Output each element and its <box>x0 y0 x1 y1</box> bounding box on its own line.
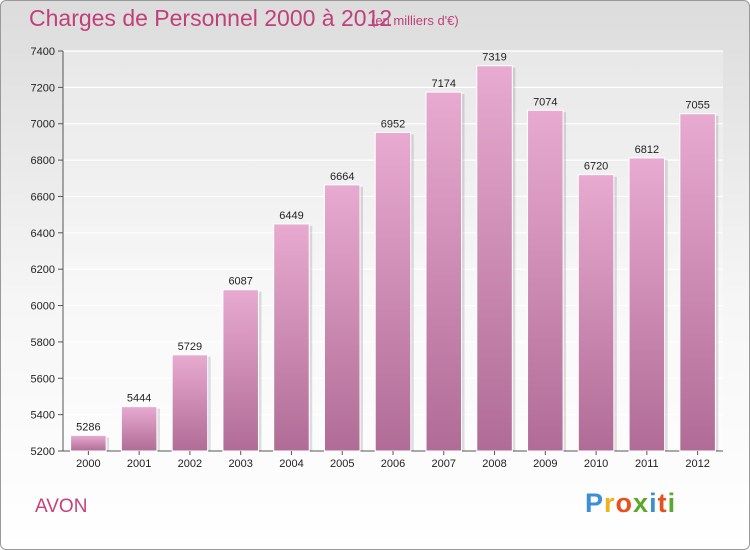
x-tick-label: 2010 <box>584 458 608 470</box>
logo-letter: P <box>585 488 605 518</box>
bar-value-label: 5444 <box>127 393 151 405</box>
logo-letter: x <box>633 488 650 518</box>
x-tick-label: 2004 <box>279 458 303 470</box>
x-tick-label: 2006 <box>381 458 405 470</box>
y-tick-label: 6000 <box>31 301 55 313</box>
logo-letter: r <box>604 488 616 518</box>
bar-value-label: 6087 <box>228 276 252 288</box>
bar-value-label: 7319 <box>482 52 506 64</box>
y-tick-label: 6200 <box>31 264 55 276</box>
bar-value-label: 6449 <box>279 210 303 222</box>
bar <box>323 184 361 452</box>
chart-subtitle: (en milliers d'€) <box>371 13 459 28</box>
y-tick-label: 5400 <box>31 410 55 422</box>
bar <box>171 354 209 452</box>
x-tick-label: 2012 <box>685 458 709 470</box>
logo-letter: i <box>649 488 658 518</box>
y-tick-label: 6600 <box>31 191 55 203</box>
commune-name: AVON <box>35 496 88 517</box>
y-tick-label: 7200 <box>31 82 55 94</box>
bar <box>222 289 259 452</box>
bar <box>273 223 310 452</box>
y-tick-label: 7000 <box>31 119 55 131</box>
bar-value-label: 6664 <box>330 171 354 183</box>
bar-value-label: 7055 <box>685 100 709 112</box>
bar-value-label: 6952 <box>381 118 405 130</box>
bar <box>628 157 666 452</box>
y-tick-label: 5600 <box>31 373 55 385</box>
bar <box>679 113 716 452</box>
bar <box>120 406 158 452</box>
x-tick-label: 2011 <box>635 458 659 470</box>
x-tick-label: 2001 <box>127 458 151 470</box>
x-tick-label: 2003 <box>228 458 252 470</box>
y-tick-label: 5800 <box>31 337 55 349</box>
y-tick-label: 6400 <box>31 228 55 240</box>
logo-letter: i <box>667 488 677 518</box>
y-tick-label: 5200 <box>31 446 55 458</box>
x-tick-label: 2005 <box>330 458 354 470</box>
bar <box>527 109 564 452</box>
x-tick-label: 2000 <box>76 458 100 470</box>
x-tick-label: 2007 <box>432 458 456 470</box>
y-tick-label: 6800 <box>31 155 55 167</box>
chart-title: Charges de Personnel 2000 à 2012 <box>29 5 393 31</box>
x-tick-label: 2002 <box>178 458 202 470</box>
bar <box>577 174 615 452</box>
y-tick-label: 7400 <box>31 46 55 58</box>
bar-value-label: 6812 <box>635 144 659 156</box>
logo-letter: o <box>615 488 634 518</box>
bar-value-label: 5286 <box>76 421 100 433</box>
bar <box>425 91 463 452</box>
bar <box>70 434 107 452</box>
logo-letter: t <box>657 488 668 518</box>
proxiti-logo[interactable]: Proxiti <box>585 488 676 519</box>
bar <box>476 65 513 452</box>
x-tick-label: 2009 <box>533 458 557 470</box>
bar-value-label: 7174 <box>432 78 456 90</box>
bar-value-label: 6720 <box>584 161 608 173</box>
x-tick-label: 2008 <box>482 458 506 470</box>
bar-value-label: 7074 <box>533 96 557 108</box>
bar-value-label: 5729 <box>178 341 202 353</box>
bar <box>374 131 412 452</box>
